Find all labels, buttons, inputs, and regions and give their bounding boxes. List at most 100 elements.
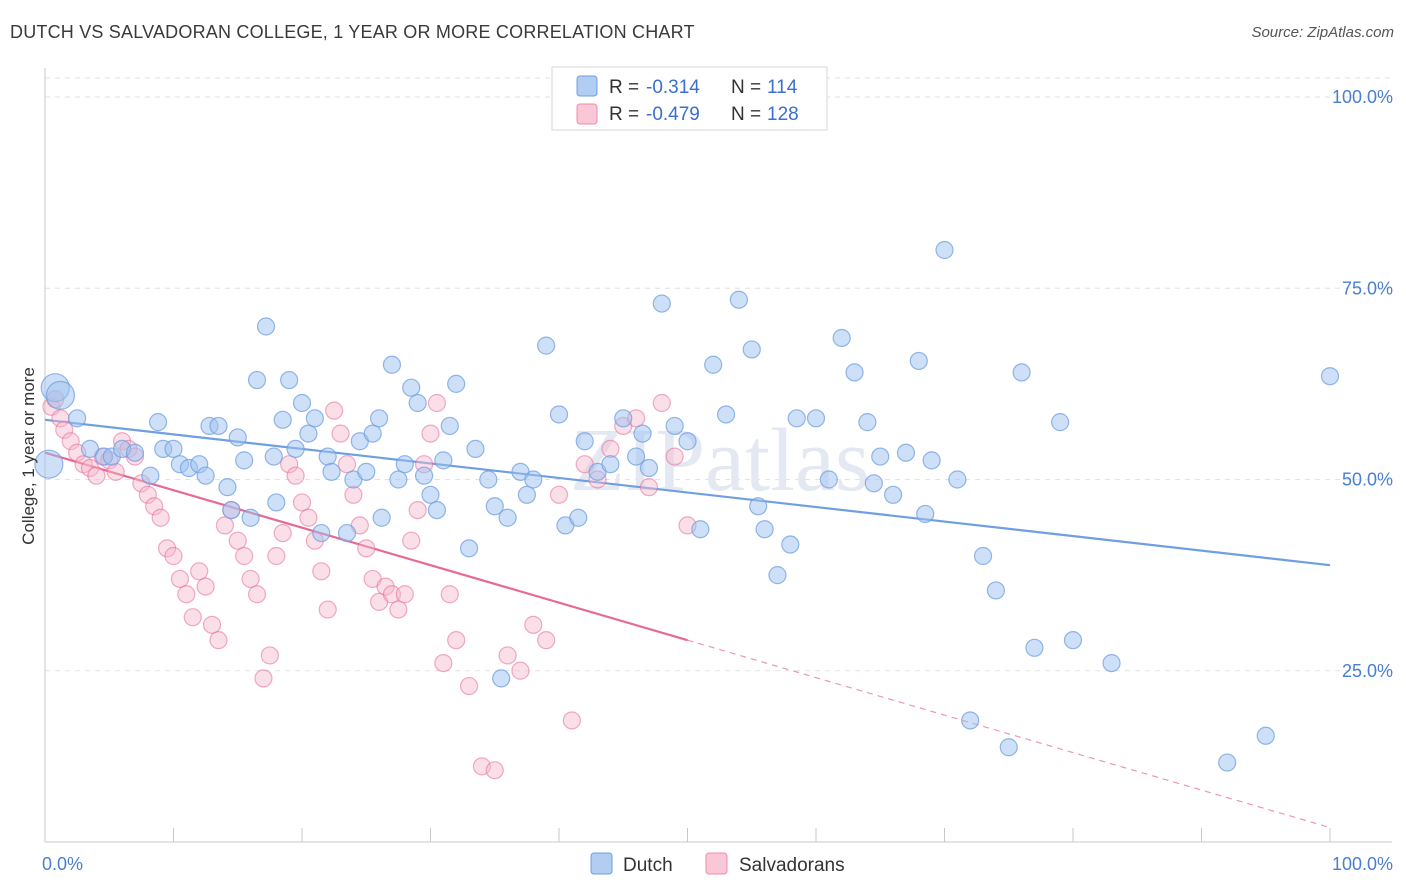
salvadorans-point: [459, 676, 479, 696]
dutch-points: [34, 240, 1340, 772]
dutch-point: [209, 416, 228, 436]
salvadorans-point: [202, 615, 222, 634]
salvadorans-point: [235, 546, 254, 566]
dutch-point: [370, 409, 389, 428]
dutch-point: [665, 416, 684, 436]
dutch-point: [742, 340, 761, 359]
dutch-point: [337, 523, 357, 543]
salvadorans-point: [337, 455, 357, 474]
dutch-point: [267, 493, 286, 512]
dutch-point: [1320, 367, 1340, 386]
legend-n-value-dutch: 114: [767, 77, 798, 98]
dutch-point: [871, 447, 890, 466]
dutch-point: [357, 462, 376, 481]
salvadorans-point: [511, 661, 530, 680]
dutch-point: [755, 520, 774, 539]
salvadorans-point: [498, 646, 517, 665]
dutch-point: [1218, 753, 1237, 772]
dutch-point: [434, 451, 453, 470]
dutch-point: [312, 523, 331, 543]
source-credit: Source: ZipAtlas.com: [1251, 24, 1394, 41]
dutch-point: [402, 378, 421, 397]
salvadorans-point: [145, 497, 164, 516]
salvadorans-point: [312, 562, 331, 581]
legend-r-value-dutch: -0.314: [646, 77, 700, 98]
legend-r-label-salvadorans: R =: [609, 104, 639, 125]
dutch-point: [768, 566, 787, 585]
salvadorans-point: [190, 562, 209, 581]
salvadorans-point: [177, 585, 196, 604]
dutch-point: [691, 520, 710, 539]
salvadorans-point: [440, 585, 459, 604]
dutch-point: [935, 240, 954, 260]
y-tick-label: 50.0%: [1342, 470, 1393, 490]
dutch-point: [408, 393, 427, 413]
salvadorans-point: [280, 455, 299, 474]
salvadorans-point: [106, 462, 125, 481]
dutch-point: [806, 409, 826, 428]
dutch-point: [845, 363, 864, 382]
dutch-point: [575, 432, 594, 451]
x-tick-label-min: 0.0%: [42, 854, 83, 874]
legend-n-value-salvadorans: 128: [767, 104, 799, 125]
dutch-point: [973, 546, 993, 566]
dutch-point: [787, 409, 806, 428]
salvadorans-point: [639, 478, 659, 497]
dutch-point: [1025, 638, 1044, 657]
dutch-point: [299, 424, 318, 443]
x-tick-labels: 0.0% 100.0%: [42, 854, 1393, 874]
salvadorans-point: [215, 516, 234, 535]
salvadorans-point: [549, 485, 569, 504]
dutch-point: [45, 380, 76, 410]
legend-n-label-dutch: N =: [731, 77, 761, 98]
bottom-legend-label-salvadorans: Salvadorans: [739, 855, 845, 876]
salvadorans-point: [292, 493, 312, 512]
legend-top: R = -0.314 N = 114 R = -0.479 N = 128: [551, 66, 828, 131]
watermark: ZIPatlas: [570, 411, 870, 510]
legend-swatch-dutch: [576, 75, 598, 97]
salvadorans-point: [183, 608, 202, 627]
dutch-point: [395, 455, 414, 474]
dutch-point: [141, 466, 160, 485]
dutch-point: [729, 290, 749, 309]
dutch-point: [322, 462, 341, 481]
dutch-point: [318, 447, 337, 466]
dutch-point: [569, 508, 588, 527]
dutch-point: [704, 355, 723, 374]
dutch-point: [363, 424, 382, 443]
dutch-point: [652, 294, 671, 313]
salvadorans-point: [260, 646, 279, 665]
salvadorans-point: [254, 669, 273, 688]
dutch-point: [549, 405, 569, 424]
y-axis-label: College, 1 year or more: [19, 367, 38, 545]
dutch-point: [218, 478, 237, 497]
x-tick-label-max: 100.0%: [1332, 854, 1393, 874]
dutch-point: [1051, 413, 1070, 432]
dutch-point: [916, 504, 935, 524]
dutch-point: [440, 416, 459, 436]
dutch-point: [1102, 653, 1121, 673]
salvadorans-point: [421, 424, 440, 443]
trend-line-dutch: [44, 418, 1331, 567]
salvadorans-point: [395, 585, 414, 604]
dutch-point: [716, 405, 736, 424]
dutch-point: [1063, 631, 1083, 650]
dutch-point: [922, 451, 941, 470]
dutch-point: [832, 328, 851, 348]
salvadorans-point: [524, 615, 543, 634]
salvadorans-point: [209, 631, 228, 650]
y-tick-label: 25.0%: [1342, 661, 1393, 681]
dutch-point: [986, 581, 1006, 600]
dutch-point: [961, 711, 980, 730]
salvadorans-point: [408, 501, 427, 520]
dutch-point: [256, 317, 276, 336]
dutch-point: [235, 451, 254, 470]
salvadorans-point: [267, 546, 286, 566]
dutch-point: [498, 508, 517, 527]
salvadorans-point: [447, 631, 466, 650]
salvadorans-point: [331, 424, 350, 443]
salvadorans-point: [344, 485, 363, 504]
dutch-point: [819, 470, 838, 489]
salvadorans-point: [299, 508, 318, 527]
dutch-point: [241, 508, 260, 527]
